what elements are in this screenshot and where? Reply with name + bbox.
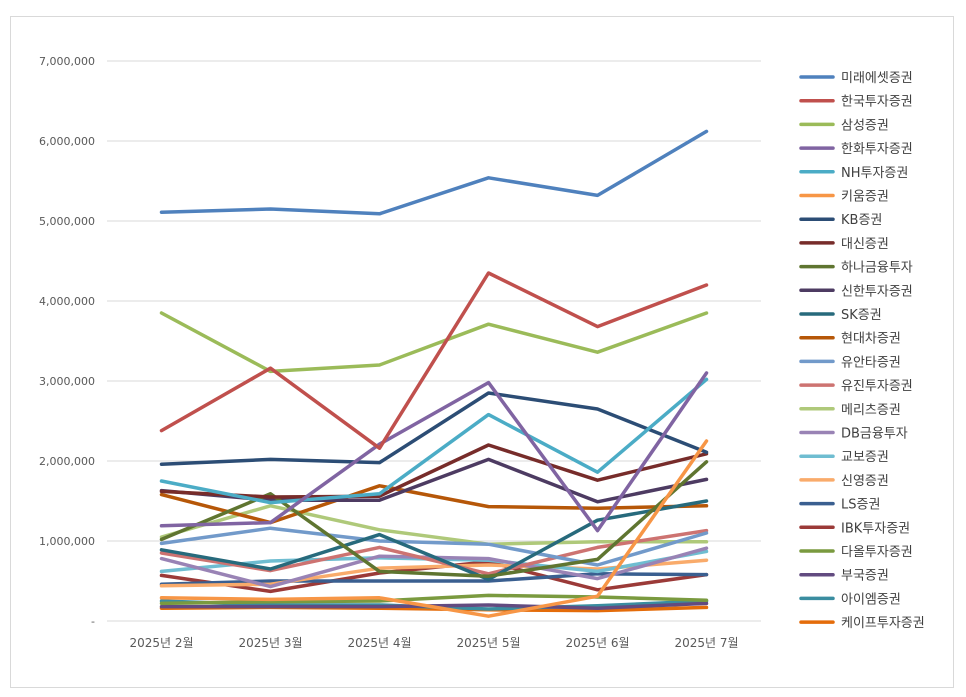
series-line	[159, 129, 709, 216]
legend-label: 신영증권	[841, 474, 889, 489]
series-line	[159, 391, 709, 466]
series-line	[159, 377, 709, 505]
legend-label: 다올투자증권	[841, 545, 913, 560]
legend-label: DB금융투자	[841, 427, 908, 442]
y-tick-label: 1,000,000	[39, 535, 95, 548]
legend-label: 아이엠증권	[841, 592, 901, 607]
legend-item: 아이엠증권	[799, 592, 901, 607]
series-line	[159, 484, 709, 525]
legend-item: 하나금융투자	[799, 261, 913, 276]
legend-label: 부국증권	[841, 569, 889, 584]
legend-item: 한화투자증권	[799, 142, 913, 157]
series-line	[159, 439, 709, 618]
legend-item: 유안타증권	[799, 355, 901, 370]
legend-label: 키움증권	[841, 190, 889, 205]
legend-label: NH투자증권	[841, 166, 908, 181]
legend-label: KB증권	[841, 213, 882, 228]
legend-label: 신한투자증권	[841, 284, 913, 299]
series-line	[159, 593, 709, 606]
y-tick-label: 2,000,000	[39, 455, 95, 468]
legend-item: 대신증권	[799, 237, 889, 252]
x-tick-label: 2025년 4월	[347, 636, 411, 650]
legend-label: 현대차증권	[841, 332, 901, 347]
y-tick-label: 7,000,000	[39, 55, 95, 68]
legend-label: 미래에셋증권	[841, 71, 913, 86]
x-tick-label: 2025년 7월	[674, 636, 738, 650]
series-line	[159, 460, 709, 578]
legend-item: NH투자증권	[799, 166, 908, 181]
series-line	[159, 526, 709, 567]
legend-item: SK증권	[799, 308, 882, 323]
legend-item: 메리츠증권	[799, 403, 901, 418]
y-axis: - 1,000,000 2,000,000 3,000,000 4,000,000 5,0…	[39, 55, 95, 628]
series-lines	[159, 129, 709, 618]
legend-item: 부국증권	[799, 569, 889, 584]
y-tick-label: 6,000,000	[39, 135, 95, 148]
legend-label: LS증권	[841, 498, 880, 513]
legend-item: 케이프투자증권	[799, 616, 925, 631]
x-tick-label: 2025년 3월	[238, 636, 302, 650]
y-tick-label: 4,000,000	[39, 295, 95, 308]
series-line	[159, 443, 709, 499]
series-line	[159, 371, 709, 533]
x-axis: 2025년 2월 2025년 3월 2025년 4월 2025년 5월 2025년 6월…	[129, 636, 738, 650]
y-tick-label: -	[91, 615, 95, 628]
legend-label: 케이프투자증권	[841, 616, 925, 631]
legend-item: 현대차증권	[799, 332, 901, 347]
legend-label: 메리츠증권	[841, 403, 901, 418]
legend-label: 유진투자증권	[841, 379, 913, 394]
legend-label: IBK투자증권	[841, 521, 910, 536]
series-line	[159, 311, 709, 374]
legend-item: 다올투자증권	[799, 545, 913, 560]
legend-item: 교보증권	[799, 450, 889, 465]
legend-item: 미래에셋증권	[799, 71, 913, 86]
x-tick-label: 2025년 2월	[129, 636, 193, 650]
legend-item: 키움증권	[799, 190, 889, 205]
legend-item: 신한투자증권	[799, 284, 913, 299]
legend-item: 한국투자증권	[799, 95, 913, 110]
legend-item: 유진투자증권	[799, 379, 913, 394]
legend-label: 한국투자증권	[841, 95, 913, 110]
y-tick-label: 3,000,000	[39, 375, 95, 388]
legend-item: 신영증권	[799, 474, 889, 489]
x-tick-label: 2025년 6월	[565, 636, 629, 650]
legend-item: IBK투자증권	[799, 521, 910, 536]
series-line	[159, 499, 709, 582]
legend-item: DB금융투자	[799, 427, 908, 442]
legend-label: 한화투자증권	[841, 142, 913, 157]
legend-label: 교보증권	[841, 450, 889, 465]
series-line	[159, 271, 709, 450]
legend-label: 유안타증권	[841, 355, 901, 370]
chart-frame: - 1,000,000 2,000,000 3,000,000 4,000,000 5,0…	[10, 16, 954, 688]
y-tick-label: 5,000,000	[39, 215, 95, 228]
legend-item: 삼성증권	[799, 118, 889, 133]
x-tick-label: 2025년 5월	[456, 636, 520, 650]
legend-item: LS증권	[799, 498, 880, 513]
legend-label: SK증권	[841, 308, 882, 323]
legend-label: 삼성증권	[841, 118, 889, 133]
legend-label: 하나금융투자	[841, 261, 913, 276]
line-chart: - 1,000,000 2,000,000 3,000,000 4,000,000 5,0…	[39, 55, 925, 650]
legend-label: 대신증권	[841, 237, 889, 252]
legend-item: KB증권	[799, 213, 882, 228]
